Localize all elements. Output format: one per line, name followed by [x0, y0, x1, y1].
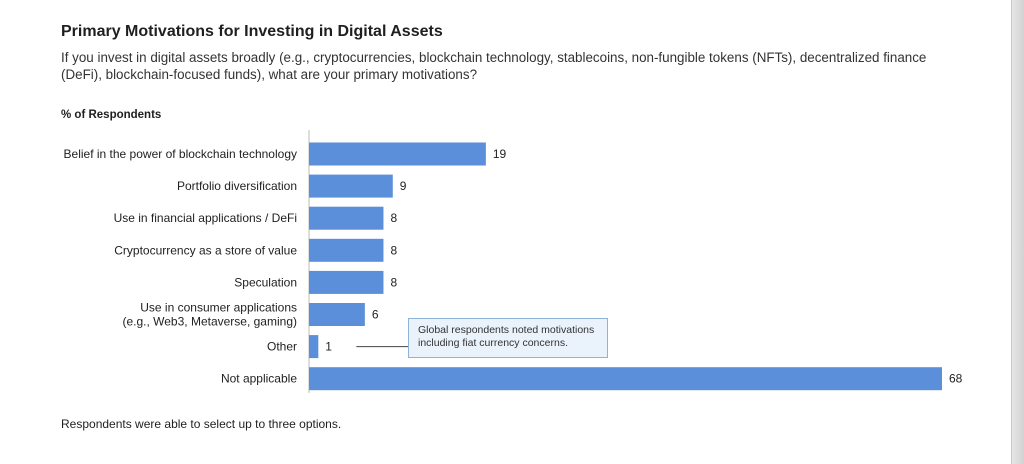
data-label: 68	[949, 372, 963, 386]
category-label: Speculation	[234, 275, 297, 289]
data-label: 19	[493, 147, 507, 161]
bar	[309, 206, 384, 230]
bar	[309, 303, 365, 326]
bar	[309, 174, 393, 198]
chart-footnote: Respondents were able to select up to th…	[61, 417, 342, 431]
category-label: Cryptocurrency as a store of value	[114, 243, 297, 257]
annotation-callout: Global respondents noted motivations inc…	[408, 318, 608, 358]
bar	[309, 238, 384, 262]
data-label: 9	[400, 179, 407, 193]
data-label: 8	[390, 275, 397, 289]
chart-title: Primary Motivations for Investing in Dig…	[61, 23, 443, 40]
category-label: Belief in the power of blockchain techno…	[64, 147, 297, 161]
data-label: 8	[390, 243, 397, 257]
category-label: Portfolio diversification	[177, 179, 297, 193]
data-label: 8	[390, 211, 397, 225]
page-edge	[1011, 0, 1024, 464]
chart-subtitle: If you invest in digital assets broadly …	[61, 50, 927, 82]
category-label: Not applicable	[221, 372, 297, 386]
y-axis-label: % of Respondents	[61, 109, 162, 121]
category-label: Use in financial applications / DeFi	[114, 211, 297, 225]
bar	[309, 142, 486, 166]
bar	[309, 335, 319, 359]
bar	[309, 270, 384, 294]
bar	[309, 367, 942, 391]
category-label: Other	[267, 340, 297, 354]
category-label: Use in consumer applications	[140, 301, 297, 315]
data-label: 1	[325, 340, 332, 354]
data-label: 6	[372, 308, 379, 322]
category-label: (e.g., Web3, Metaverse, gaming)	[122, 315, 297, 329]
